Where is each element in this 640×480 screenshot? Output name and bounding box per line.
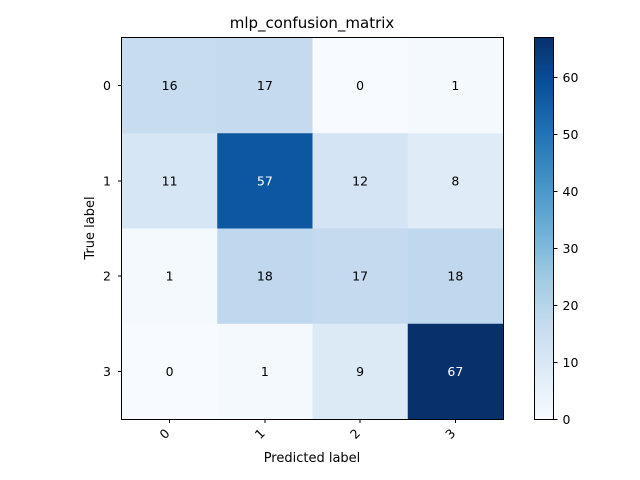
colorbar-tick-label: 30: [563, 241, 579, 256]
cell-value-label: 1: [451, 78, 459, 93]
y-tick-label: 3: [103, 364, 111, 379]
heatmap-cell: [217, 38, 313, 134]
colorbar-tick-label: 20: [563, 298, 579, 313]
heatmap-cell: [407, 133, 504, 229]
colorbar-ticks: 0 10 20 30 40 50 60: [553, 70, 579, 427]
colorbar-tick-label: 60: [563, 70, 579, 85]
heatmap-cell: [217, 228, 313, 325]
cell-value-label: 11: [162, 173, 178, 188]
cell-value-label: 17: [352, 269, 368, 284]
colorbar-tick-label: 10: [563, 355, 579, 370]
x-tick-label: 1: [252, 426, 268, 442]
heatmap-cell: [122, 323, 218, 420]
heatmap-frame: [121, 37, 504, 420]
y-axis-label: True label: [83, 196, 98, 260]
cell-value-label: 1: [166, 269, 174, 284]
heatmap-cell: [407, 228, 504, 325]
colorbar-tick-label: 0: [563, 412, 571, 427]
colorbar-tick-label: 40: [563, 184, 579, 199]
cell-value-label: 67: [447, 364, 463, 379]
cell-value-label: 9: [356, 364, 364, 379]
y-axis-ticks: 0 1 2 3: [103, 78, 122, 379]
heatmap-cell: [122, 133, 218, 229]
heatmap-cell: [312, 38, 409, 134]
x-tick-label: 0: [156, 426, 172, 442]
heatmap-cell: [312, 133, 409, 229]
cell-value-label: 12: [352, 173, 368, 188]
cell-value-label: 1: [261, 364, 269, 379]
heatmap-cell: [122, 38, 218, 134]
cell-value-label: 0: [356, 78, 364, 93]
cell-value-label: 8: [451, 173, 459, 188]
x-axis-label: Predicted label: [264, 451, 361, 466]
cell-value-label: 18: [257, 269, 273, 284]
heatmap-cells: [122, 38, 504, 420]
heatmap-cell: [312, 228, 409, 325]
colorbar-tick-label: 50: [563, 127, 579, 142]
cell-value-label: 0: [166, 364, 174, 379]
x-tick-label: 2: [347, 426, 363, 442]
heatmap-cell: [122, 228, 218, 325]
cell-value-label: 18: [447, 269, 463, 284]
chart-title: mlp_confusion_matrix: [230, 14, 395, 33]
heatmap-cell-labels: 16 17 0 111 57 12 81 18 17 180 1 9 67: [162, 78, 464, 379]
cell-value-label: 57: [257, 173, 273, 188]
x-axis-ticks: 0 1 2 3: [156, 419, 458, 442]
colorbar: [534, 37, 553, 420]
heatmap-cell: [407, 323, 504, 420]
y-tick-label: 1: [103, 173, 111, 188]
heatmap-cell: [217, 323, 313, 420]
y-tick-label: 0: [103, 78, 111, 93]
y-tick-label: 2: [103, 269, 111, 284]
heatmap-cell: [312, 323, 409, 420]
colorbar-frame: [534, 37, 554, 420]
cell-value-label: 16: [162, 78, 178, 93]
cell-value-label: 17: [257, 78, 273, 93]
heatmap-cell: [217, 133, 313, 229]
x-tick-label: 3: [442, 426, 458, 442]
heatmap-cell: [407, 38, 504, 134]
